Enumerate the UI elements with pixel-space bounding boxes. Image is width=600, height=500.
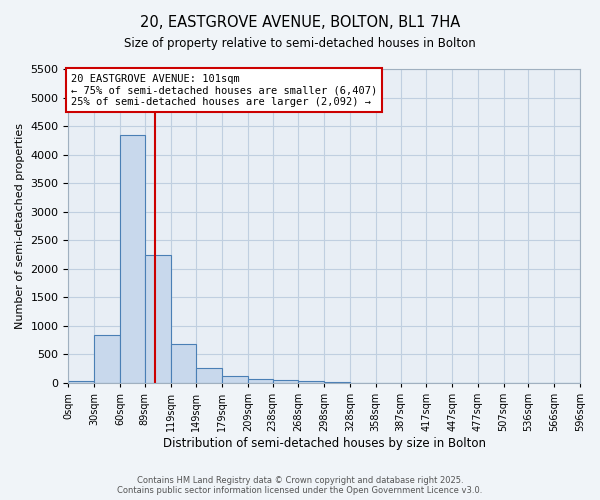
X-axis label: Distribution of semi-detached houses by size in Bolton: Distribution of semi-detached houses by … bbox=[163, 437, 486, 450]
Bar bbox=[94, 334, 120, 383]
Text: 20, EASTGROVE AVENUE, BOLTON, BL1 7HA: 20, EASTGROVE AVENUE, BOLTON, BL1 7HA bbox=[140, 15, 460, 30]
Bar bbox=[68, 382, 94, 383]
Bar bbox=[170, 344, 196, 383]
Text: Contains HM Land Registry data © Crown copyright and database right 2025.
Contai: Contains HM Land Registry data © Crown c… bbox=[118, 476, 482, 495]
Bar bbox=[196, 368, 222, 383]
Text: 20 EASTGROVE AVENUE: 101sqm
← 75% of semi-detached houses are smaller (6,407)
25: 20 EASTGROVE AVENUE: 101sqm ← 75% of sem… bbox=[71, 74, 377, 107]
Y-axis label: Number of semi-detached properties: Number of semi-detached properties bbox=[15, 123, 25, 329]
Bar bbox=[120, 134, 145, 383]
Bar bbox=[248, 380, 272, 383]
Bar bbox=[272, 380, 298, 383]
Text: Size of property relative to semi-detached houses in Bolton: Size of property relative to semi-detach… bbox=[124, 38, 476, 51]
Bar bbox=[324, 382, 350, 383]
Bar bbox=[298, 381, 324, 383]
Bar bbox=[222, 376, 248, 383]
Bar bbox=[145, 254, 170, 383]
